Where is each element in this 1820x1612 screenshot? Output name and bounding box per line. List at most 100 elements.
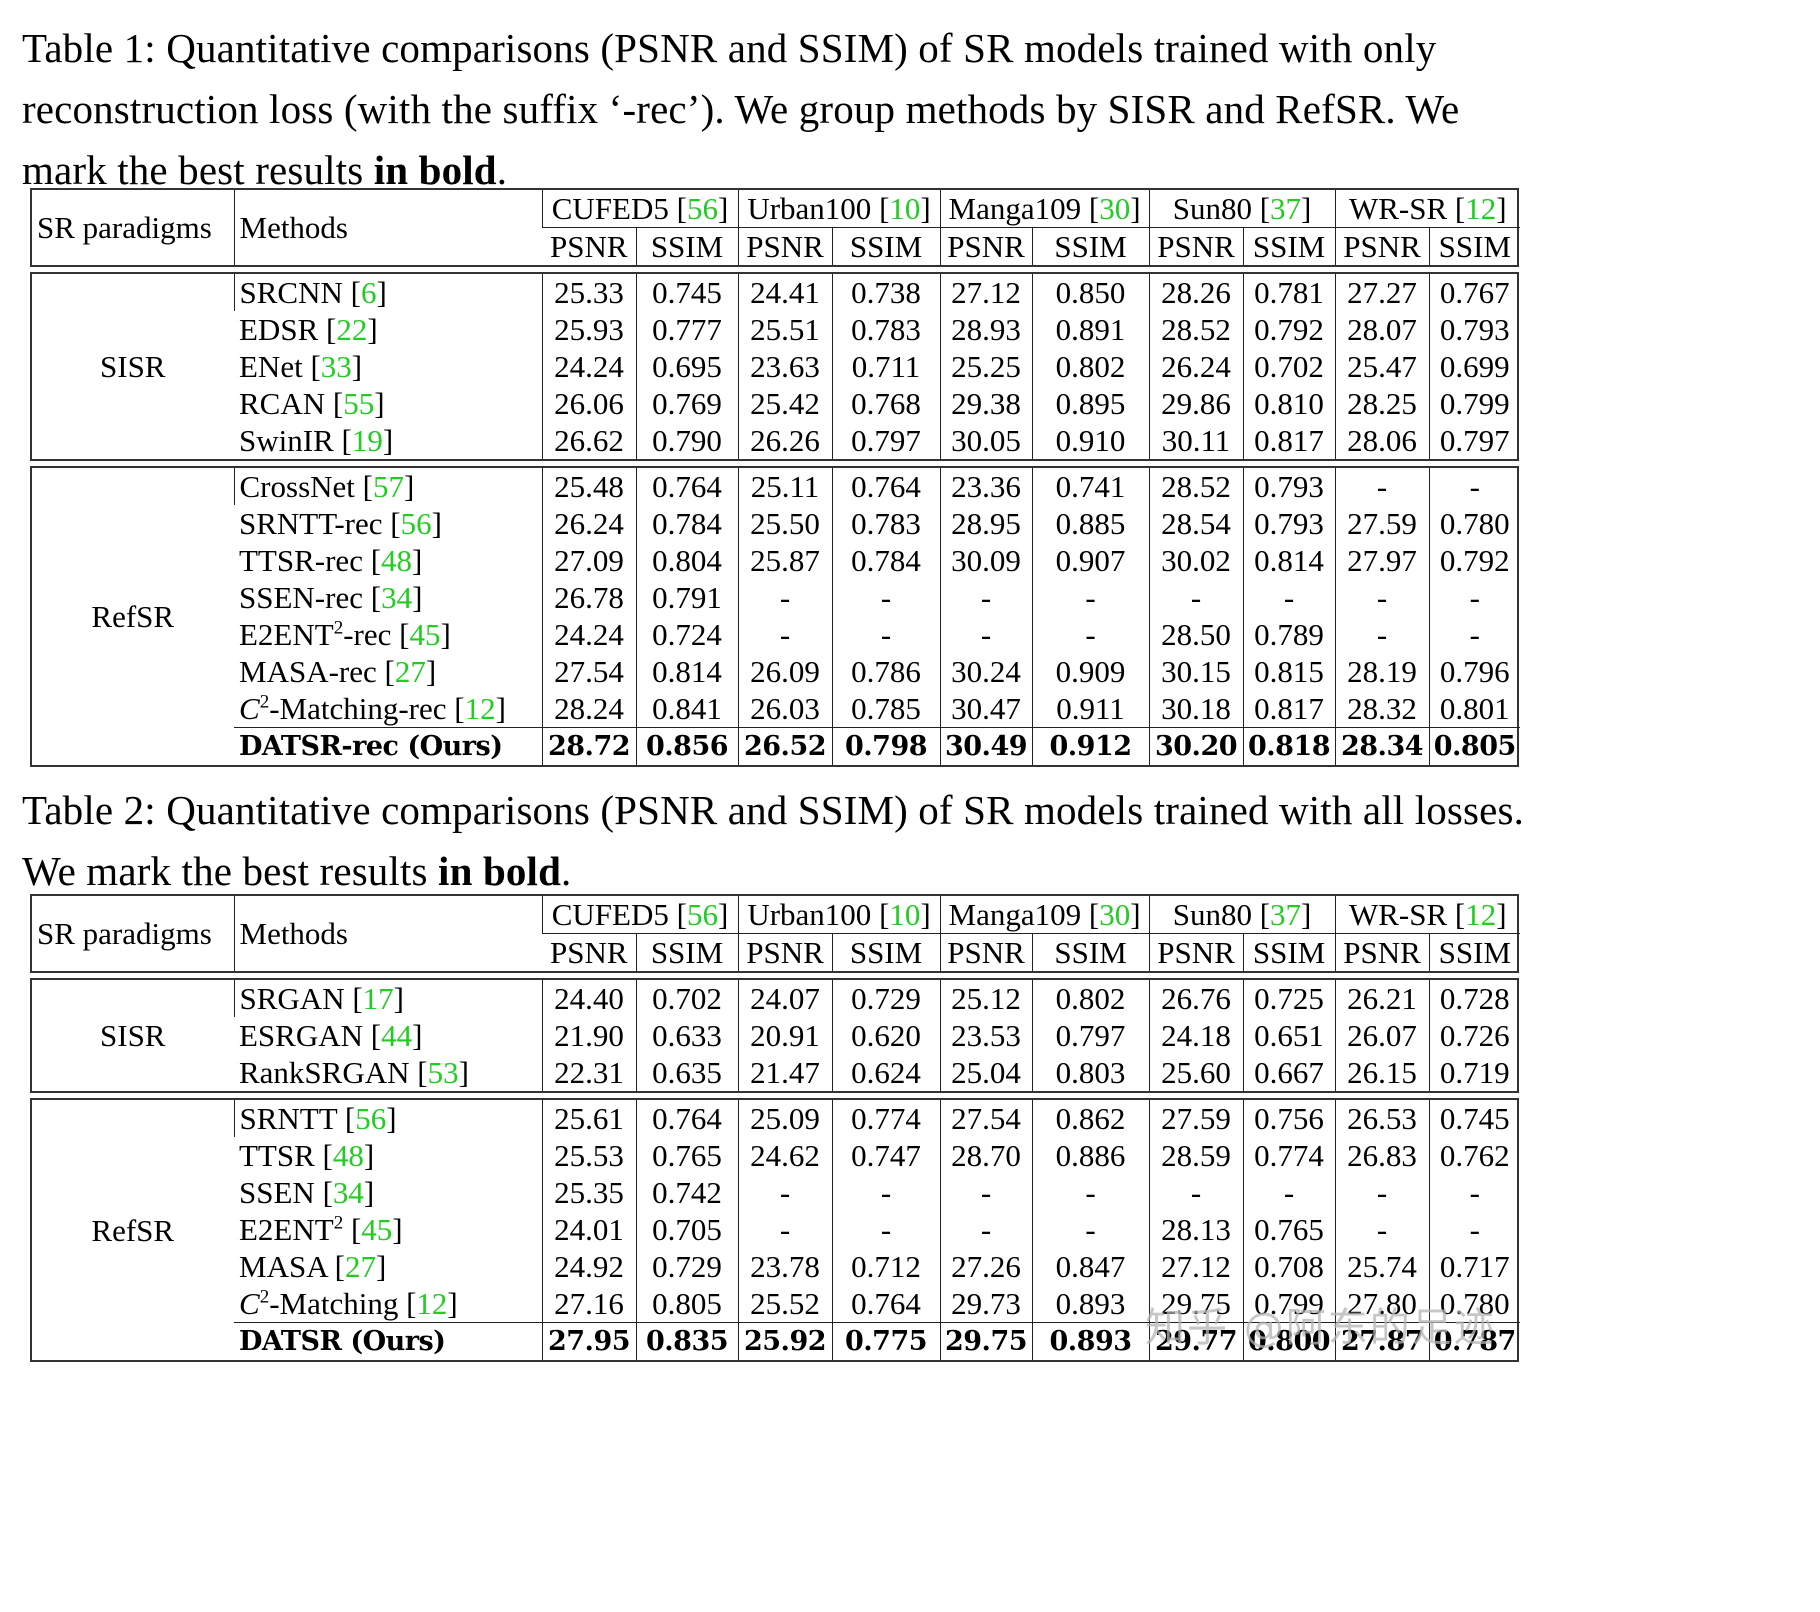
dataset-header: Urban100 [10]	[737, 190, 941, 228]
citation-link[interactable]: 10	[889, 191, 921, 226]
metric-value: -	[1428, 1174, 1520, 1211]
group-refsr: RefSR CrossNet [57] 25.48 0.764 25.11 0.764 23…	[30, 466, 1520, 767]
metric-value: 0.796	[1428, 653, 1520, 690]
metric-value: 0.804	[635, 542, 738, 579]
table-header: SR paradigms Methods CUFED5 [56] Urban100 […	[30, 188, 1521, 267]
best-value: 25.92	[737, 1322, 832, 1360]
metric-value: 24.92	[541, 1248, 636, 1285]
citation-link[interactable]: 45	[409, 617, 441, 652]
metric-value: 30.47	[939, 690, 1032, 728]
metric-value: -	[737, 579, 832, 616]
method-name: SRNTT-rec [56]	[239, 506, 442, 541]
citation-link[interactable]: 48	[381, 543, 413, 578]
metric-header: PSNR	[737, 933, 833, 971]
citation-link[interactable]: 56	[686, 191, 718, 226]
citation-link[interactable]: 19	[351, 423, 383, 458]
metric-value: 26.83	[1334, 1137, 1429, 1174]
metric-value: 0.814	[1242, 542, 1335, 579]
metric-value: 26.06	[541, 385, 636, 422]
metric-value: 28.54	[1148, 505, 1243, 542]
citation-link[interactable]: 22	[336, 312, 368, 347]
metric-header: PSNR	[1334, 933, 1430, 971]
citation-link[interactable]: 12	[1465, 897, 1497, 932]
citation-link[interactable]: 27	[344, 1249, 376, 1284]
citation-link[interactable]: 53	[427, 1055, 459, 1090]
metric-value: -	[939, 616, 1032, 653]
metric-value: 0.765	[635, 1137, 738, 1174]
table-row: E2ENT2 [45] 24.01 0.705- - - -28.13 0.765- -	[32, 1211, 1520, 1248]
citation-link[interactable]: 10	[889, 897, 921, 932]
table-row: SISR SRGAN [17] 24.40 0.702 24.07 0.729 25.12 0…	[32, 980, 1520, 1053]
metric-value: -	[737, 616, 832, 653]
citation-link[interactable]: 37	[1270, 897, 1302, 932]
metric-value: 0.717	[1428, 1248, 1520, 1285]
citation-link[interactable]: 17	[362, 981, 394, 1016]
metric-value: 0.767	[1428, 274, 1520, 311]
metric-value: -	[1031, 616, 1149, 653]
method-name: ESRGAN [44]	[239, 1018, 423, 1053]
citation-link[interactable]: 56	[400, 506, 432, 541]
citation-link[interactable]: 12	[1465, 191, 1497, 226]
table-row: TTSR [48] 25.53 0.765 24.62 0.747 28.70 0.886 2…	[32, 1137, 1520, 1174]
citation-link[interactable]: 56	[686, 897, 718, 932]
citation-link[interactable]: 55	[343, 386, 375, 421]
citation-link[interactable]: 30	[1099, 191, 1131, 226]
paradigm-label: RefSR	[91, 599, 175, 634]
metric-value: 0.793	[1242, 505, 1335, 542]
citation-link[interactable]: 6	[360, 275, 377, 310]
metric-value: -	[1148, 579, 1243, 616]
metric-header: SSIM	[831, 227, 941, 265]
metric-value: 25.74	[1334, 1248, 1429, 1285]
metric-value: 26.15	[1334, 1054, 1429, 1091]
paradigm-header: SR paradigms	[37, 210, 212, 245]
method-name: RCAN [55]	[239, 386, 385, 421]
citation-link[interactable]: 12	[464, 691, 496, 726]
citation-link[interactable]: 34	[381, 580, 413, 615]
metric-value: 27.12	[939, 274, 1032, 311]
citation-link[interactable]: 45	[361, 1212, 393, 1247]
table-row: SSEN-rec [34] 26.78 0.791- - - - - - - -	[32, 579, 1520, 616]
metric-header: PSNR	[1334, 227, 1430, 265]
metric-value: 24.62	[737, 1137, 832, 1174]
metric-value: 28.93	[939, 311, 1032, 348]
dataset-header: Sun80 [37]	[1148, 896, 1336, 934]
metric-value: 0.777	[635, 311, 738, 348]
metric-value: 0.780	[1428, 1285, 1520, 1323]
citation-link[interactable]: 30	[1099, 897, 1131, 932]
best-value: 29.77	[1148, 1322, 1243, 1360]
metric-value: 26.26	[737, 422, 832, 459]
metric-value: 0.764	[635, 468, 738, 505]
metric-value: 0.712	[831, 1248, 940, 1285]
metric-value: -	[1428, 1211, 1520, 1248]
citation-link[interactable]: 56	[355, 1101, 387, 1136]
citation-link[interactable]: 48	[332, 1138, 364, 1173]
metric-value: 30.24	[939, 653, 1032, 690]
citation-link[interactable]: 44	[381, 1018, 413, 1053]
metric-value: 25.51	[737, 311, 832, 348]
method-name: DATSR (Ours)	[234, 1322, 542, 1360]
metric-value: 28.52	[1148, 468, 1243, 505]
metric-value: 0.708	[1242, 1248, 1335, 1285]
table-row: SRNTT-rec [56] 26.24 0.784 25.50 0.783 28.95 0…	[32, 505, 1520, 542]
metric-value: 26.24	[1148, 348, 1243, 385]
best-value: 0.818	[1242, 727, 1335, 765]
metric-value: 0.862	[1031, 1100, 1149, 1137]
citation-link[interactable]: 34	[332, 1175, 364, 1210]
metric-header: PSNR	[1148, 227, 1244, 265]
citation-link[interactable]: 33	[320, 349, 352, 384]
metric-value: 27.12	[1148, 1248, 1243, 1285]
metric-value: 25.09	[737, 1100, 832, 1137]
metric-value: 26.76	[1148, 980, 1243, 1017]
citation-link[interactable]: 57	[372, 469, 404, 504]
citation-link[interactable]: 37	[1270, 191, 1302, 226]
metric-value: 29.86	[1148, 385, 1243, 422]
dataset-header: CUFED5 [56]	[541, 896, 739, 934]
metric-value: 23.53	[939, 1017, 1032, 1054]
metric-value: 0.797	[1031, 1017, 1149, 1054]
best-value: 0.835	[635, 1322, 738, 1360]
metric-header: PSNR	[939, 227, 1033, 265]
citation-link[interactable]: 27	[394, 654, 426, 689]
paradigm-label: RefSR	[91, 1212, 175, 1248]
group-refsr: RefSR SRNTT [56] 25.61 0.764 25.09 0.774 27.54…	[30, 1098, 1520, 1362]
citation-link[interactable]: 12	[416, 1286, 448, 1321]
